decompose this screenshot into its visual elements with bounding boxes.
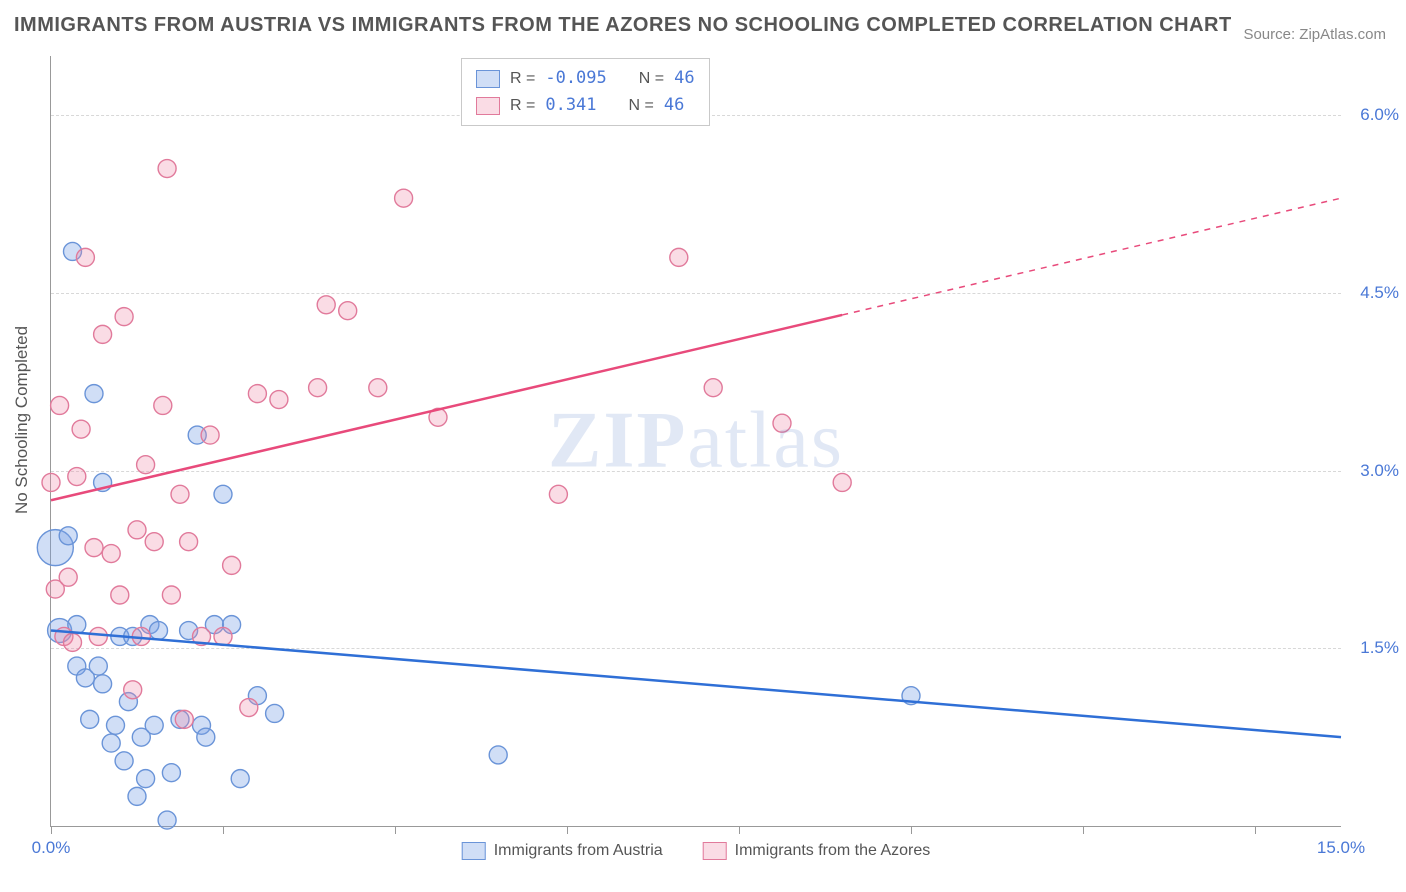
legend-item-austria: Immigrants from Austria bbox=[462, 842, 663, 860]
swatch-azores bbox=[703, 842, 727, 860]
n-value-austria: 46 bbox=[674, 65, 694, 92]
stats-row-azores: R = 0.341 N = 46 bbox=[476, 92, 695, 119]
chart-title: IMMIGRANTS FROM AUSTRIA VS IMMIGRANTS FR… bbox=[14, 14, 1232, 37]
source-attribution: Source: ZipAtlas.com bbox=[1243, 26, 1386, 43]
r-value-azores: 0.341 bbox=[545, 92, 596, 119]
y-tick-label: 4.5% bbox=[1351, 283, 1399, 303]
r-label: R = bbox=[510, 93, 535, 119]
stats-row-austria: R = -0.095 N = 46 bbox=[476, 65, 695, 92]
r-label: R = bbox=[510, 66, 535, 92]
swatch-austria bbox=[476, 70, 500, 88]
swatch-azores bbox=[476, 97, 500, 115]
n-label: N = bbox=[629, 93, 654, 119]
y-tick-label: 1.5% bbox=[1351, 638, 1399, 658]
scatter-svg bbox=[51, 56, 1341, 826]
y-tick-label: 3.0% bbox=[1351, 461, 1399, 481]
legend-label-azores: Immigrants from the Azores bbox=[735, 842, 931, 860]
series-legend: Immigrants from Austria Immigrants from … bbox=[462, 842, 931, 860]
r-value-austria: -0.095 bbox=[545, 65, 606, 92]
y-tick-label: 6.0% bbox=[1351, 105, 1399, 125]
y-axis-label: No Schooling Completed bbox=[12, 326, 32, 514]
x-tick-label: 0.0% bbox=[32, 838, 71, 858]
n-value-azores: 46 bbox=[664, 92, 684, 119]
legend-item-azores: Immigrants from the Azores bbox=[703, 842, 931, 860]
plot-area: 1.5%3.0%4.5%6.0% ZIPatlas R = -0.095 N =… bbox=[50, 56, 1341, 827]
swatch-austria bbox=[462, 842, 486, 860]
x-tick-label: 15.0% bbox=[1317, 838, 1365, 858]
n-label: N = bbox=[639, 66, 664, 92]
legend-label-austria: Immigrants from Austria bbox=[494, 842, 663, 860]
stats-legend: R = -0.095 N = 46 R = 0.341 N = 46 bbox=[461, 58, 710, 126]
